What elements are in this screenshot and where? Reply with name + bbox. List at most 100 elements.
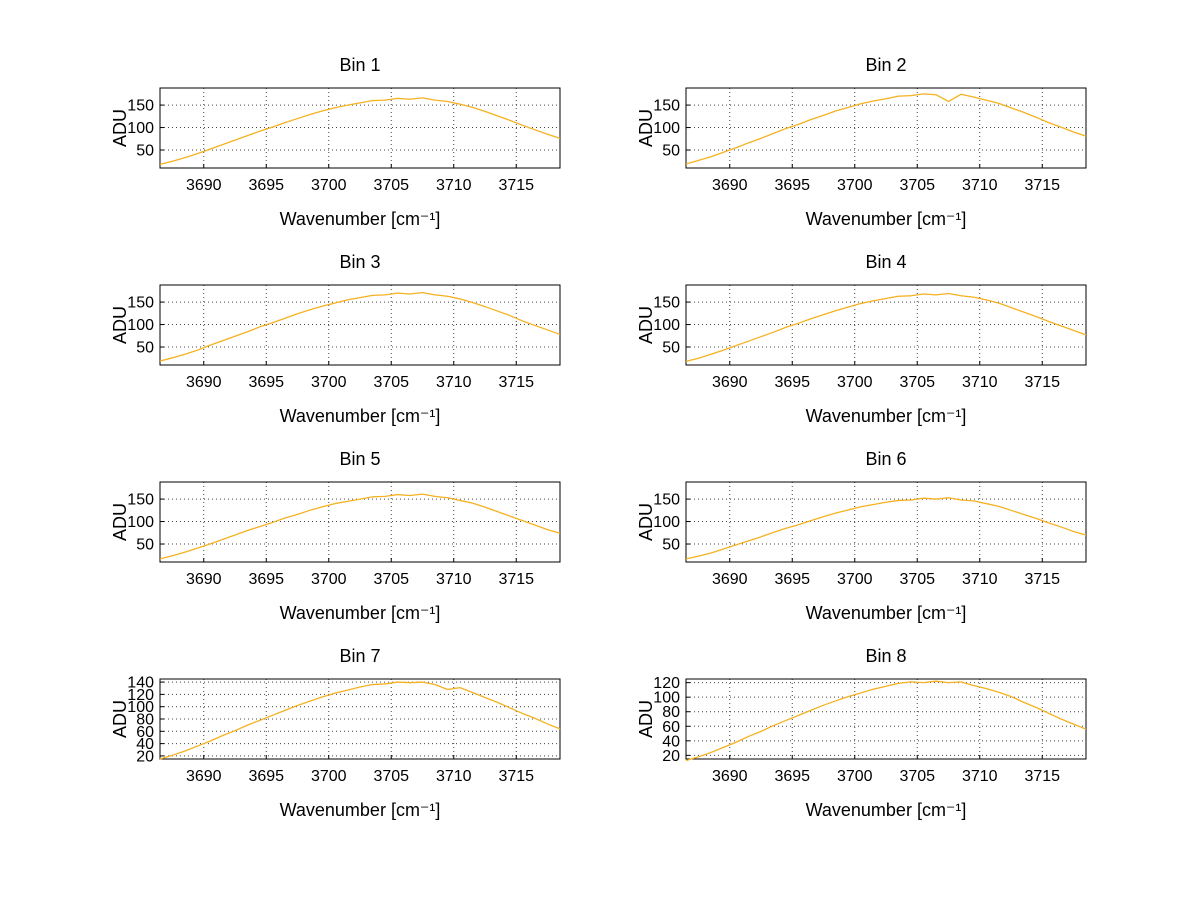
- y-tick-label: 40: [136, 736, 154, 753]
- x-tick-label: 3700: [311, 374, 347, 391]
- plot-title: Bin 7: [339, 646, 381, 666]
- x-tick-label: 3705: [373, 374, 409, 391]
- y-tick-label: 150: [653, 295, 680, 312]
- y-tick-label: 100: [127, 317, 154, 334]
- y-tick-label: 80: [136, 712, 154, 729]
- subplot-bin-8: Bin 8 ADU 3690 3695 3700 3705 3710 3715 20 40 60…: [631, 643, 1101, 835]
- x-tick-label: 3700: [837, 374, 873, 391]
- x-axis-label: Wavenumber [cm⁻¹]: [279, 406, 441, 426]
- x-axis-label: Wavenumber [cm⁻¹]: [805, 209, 967, 229]
- spectrum-line: [685, 93, 1087, 165]
- y-tick-label: 150: [653, 492, 680, 509]
- y-tick-label: 60: [662, 719, 680, 736]
- subplot-bin-6: Bin 6 ADU 3690 3695 3700 3705 3710 3715 50 100 1…: [631, 446, 1101, 638]
- x-tick-label: 3700: [837, 177, 873, 194]
- y-tick-label: 120: [653, 675, 680, 692]
- x-tick-label: 3690: [186, 768, 222, 785]
- x-axis-label: Wavenumber [cm⁻¹]: [805, 406, 967, 426]
- x-tick-label: 3715: [498, 571, 534, 588]
- subplot-bin-2: Bin 2 ADU 3690 3695 3700 3705 3710 3715 50 100 1…: [631, 52, 1101, 244]
- x-tick-label: 3690: [186, 571, 222, 588]
- y-tick-label: 50: [136, 340, 154, 357]
- axis-box: [685, 678, 1087, 760]
- plot-title: Bin 3: [339, 252, 381, 272]
- plot-area-bin-5: 3690 3695 3700 3705 3710 3715 50 100 150: [127, 481, 561, 588]
- x-tick-label: 3705: [899, 374, 935, 391]
- plot-area-bin-1: 3690 3695 3700 3705 3710 3715 50 100 150: [127, 87, 561, 194]
- plot-title: Bin 6: [865, 449, 907, 469]
- x-tick-label: 3710: [962, 571, 998, 588]
- x-tick-label: 3695: [248, 571, 284, 588]
- x-tick-label: 3700: [311, 768, 347, 785]
- plot-title: Bin 5: [339, 449, 381, 469]
- plot-area-bin-3: 3690 3695 3700 3705 3710 3715 50 100 150: [127, 284, 561, 391]
- x-tick-label: 3695: [774, 374, 810, 391]
- plot-area-bin-2: 3690 3695 3700 3705 3710 3715 50 100 150: [653, 87, 1087, 194]
- plot-title: Bin 2: [865, 55, 907, 75]
- y-tick-label: 20: [136, 748, 154, 765]
- x-tick-label: 3715: [1024, 571, 1060, 588]
- x-tick-label: 3690: [186, 374, 222, 391]
- y-tick-label: 100: [127, 120, 154, 137]
- spectrum-line: [159, 291, 561, 362]
- subplot-bin-5: Bin 5 ADU 3690 3695 3700 3705 3710 3715 50 100 1…: [105, 446, 575, 638]
- x-tick-label: 3710: [436, 768, 472, 785]
- y-tick-label: 80: [662, 704, 680, 721]
- x-tick-label: 3715: [1024, 768, 1060, 785]
- plot-area-bin-7: 3690 3695 3700 3705 3710 3715 2040608010012014…: [127, 675, 561, 785]
- spectrum-line: [685, 680, 1087, 762]
- x-tick-label: 3710: [436, 571, 472, 588]
- x-tick-label: 3695: [774, 768, 810, 785]
- x-tick-label: 3710: [962, 374, 998, 391]
- x-tick-label: 3710: [962, 768, 998, 785]
- spectrum-line: [685, 292, 1087, 363]
- x-tick-label: 3705: [373, 768, 409, 785]
- x-tick-label: 3690: [186, 177, 222, 194]
- y-tick-label: 100: [653, 317, 680, 334]
- subplot-bin-7: Bin 7 ADU 3690 3695 3700 3705 3710 3715 20 40 60…: [105, 643, 575, 835]
- x-tick-label: 3695: [248, 768, 284, 785]
- plot-area-bin-6: 3690 3695 3700 3705 3710 3715 50 100 150: [653, 481, 1087, 588]
- y-tick-label: 150: [653, 98, 680, 115]
- spectrum-line: [159, 97, 561, 166]
- subplot-bin-1: Bin 1 ADU 3690 3695 3700 3705 3710 3715 50 100 1…: [105, 52, 575, 244]
- y-tick-label: 100: [127, 514, 154, 531]
- x-axis-label: Wavenumber [cm⁻¹]: [279, 603, 441, 623]
- x-axis-label: Wavenumber [cm⁻¹]: [279, 800, 441, 820]
- x-tick-label: 3705: [373, 177, 409, 194]
- x-tick-label: 3715: [1024, 177, 1060, 194]
- x-tick-label: 3690: [712, 177, 748, 194]
- y-tick-label: 150: [127, 295, 154, 312]
- spectrum-line: [159, 681, 561, 760]
- y-tick-label: 100: [653, 514, 680, 531]
- x-tick-label: 3690: [712, 768, 748, 785]
- y-tick-label: 150: [127, 492, 154, 509]
- x-tick-label: 3690: [712, 571, 748, 588]
- x-tick-label: 3700: [311, 571, 347, 588]
- x-axis-label: Wavenumber [cm⁻¹]: [805, 800, 967, 820]
- y-tick-label: 120: [127, 687, 154, 704]
- x-tick-label: 3690: [712, 374, 748, 391]
- y-tick-label: 100: [653, 120, 680, 137]
- x-tick-label: 3710: [436, 374, 472, 391]
- y-tick-label: 140: [127, 675, 154, 692]
- x-tick-label: 3695: [248, 374, 284, 391]
- y-tick-label: 100: [127, 699, 154, 716]
- plot-area-bin-4: 3690 3695 3700 3705 3710 3715 50 100 150: [653, 284, 1087, 391]
- x-tick-label: 3705: [899, 768, 935, 785]
- y-tick-label: 100: [653, 690, 680, 707]
- y-tick-label: 50: [136, 143, 154, 160]
- spectrum-line: [159, 493, 561, 560]
- y-tick-label: 150: [127, 98, 154, 115]
- y-tick-label: 50: [136, 537, 154, 554]
- y-tick-label: 50: [662, 537, 680, 554]
- x-axis-label: Wavenumber [cm⁻¹]: [279, 209, 441, 229]
- x-tick-label: 3700: [837, 571, 873, 588]
- x-tick-label: 3705: [899, 177, 935, 194]
- y-tick-label: 60: [136, 724, 154, 741]
- x-tick-label: 3715: [498, 177, 534, 194]
- x-tick-label: 3715: [498, 374, 534, 391]
- plot-title: Bin 1: [339, 55, 381, 75]
